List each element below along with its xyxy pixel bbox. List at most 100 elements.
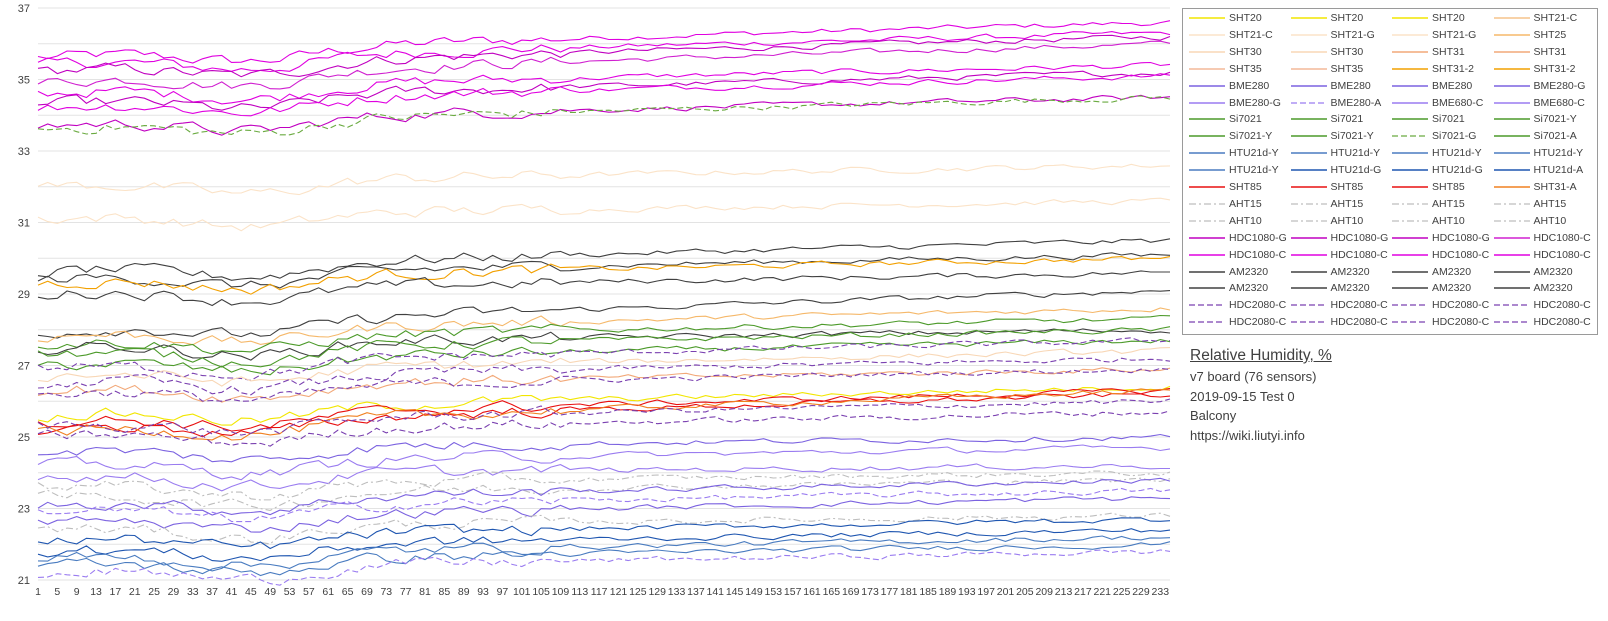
legend-label: HTU21d-Y — [1229, 147, 1279, 160]
legend-label: SHT30 — [1330, 45, 1364, 58]
legend-label: HDC1080-G — [1330, 231, 1389, 244]
x-tick-label: 225 — [1113, 586, 1131, 598]
legend-label: Si7021-A — [1533, 130, 1577, 143]
legend-item: HDC1080-G — [1185, 230, 1289, 247]
legend-label: AM2320 — [1229, 265, 1269, 278]
x-tick-label: 101 — [513, 586, 531, 598]
series-line-sht21-g — [37, 197, 1171, 232]
legend-label: SHT35 — [1330, 62, 1364, 75]
legend-label: BME280 — [1229, 79, 1270, 92]
legend-swatch — [1189, 169, 1225, 171]
x-tick-label: 193 — [958, 586, 976, 598]
legend-item: HTU21d-A — [1490, 162, 1594, 179]
legend-swatch — [1493, 287, 1530, 290]
legend-label: Si7021-Y — [1533, 113, 1577, 126]
legend-swatch — [1290, 34, 1327, 36]
series-line-si7021-g — [37, 95, 1171, 136]
legend-swatch — [1392, 304, 1428, 306]
legend-swatch — [1392, 67, 1428, 70]
legend-swatch — [1392, 203, 1428, 205]
legend-label: HDC1080-C — [1330, 248, 1388, 261]
legend-item: Si7021-Y — [1185, 128, 1289, 145]
legend-item: BME280-A — [1287, 95, 1391, 112]
legend-item: AHT10 — [1388, 213, 1492, 230]
x-tick-label: 157 — [784, 586, 802, 598]
x-tick-label: 137 — [687, 586, 705, 598]
legend-swatch — [1189, 253, 1225, 256]
info-location: Balcony — [1190, 408, 1237, 423]
legend-label: HTU21d-G — [1330, 164, 1382, 177]
legend-swatch — [1290, 17, 1327, 19]
x-tick-label: 105 — [532, 586, 550, 598]
series-line-sht21-c — [37, 163, 1171, 196]
series-line-bme280 — [37, 433, 1171, 463]
legend-swatch — [1392, 101, 1428, 104]
legend-label: HDC2080-C — [1330, 316, 1388, 329]
x-tick-label: 229 — [1132, 586, 1150, 598]
legend-label: Si7021 — [1330, 113, 1364, 126]
legend-swatch — [1493, 101, 1530, 104]
legend-swatch — [1493, 169, 1530, 171]
legend-swatch — [1493, 236, 1530, 239]
series-line-hdc2080-c — [37, 367, 1171, 402]
x-tick-label: 177 — [881, 586, 899, 598]
legend-label: AHT10 — [1330, 214, 1364, 227]
legend-item: SHT35 — [1185, 61, 1289, 78]
legend-label: AHT15 — [1229, 197, 1262, 210]
legend-swatch — [1392, 135, 1428, 137]
legend-swatch — [1493, 84, 1530, 87]
x-tick-label: 197 — [977, 586, 995, 598]
x-tick-label: 21 — [129, 586, 141, 598]
legend-item: AHT15 — [1388, 196, 1492, 213]
legend-item: SHT20 — [1287, 10, 1391, 27]
legend-label: SHT20 — [1432, 12, 1465, 24]
series-line-aht15 — [37, 512, 1171, 545]
legend-item: HDC1080-G — [1287, 230, 1391, 247]
legend-swatch — [1392, 186, 1428, 188]
legend-swatch — [1493, 270, 1530, 273]
series-line-am2320 — [37, 328, 1171, 361]
legend-swatch — [1290, 135, 1327, 138]
series-line-htu21d-y — [37, 541, 1171, 577]
series-line-hdc1080-c — [37, 31, 1171, 73]
legend-swatch — [1493, 152, 1530, 154]
legend-label: BME280-A — [1330, 96, 1382, 109]
legend-swatch — [1392, 84, 1428, 87]
x-tick-label: 53 — [284, 586, 296, 598]
series-line-aht10 — [37, 477, 1171, 511]
legend-label: HDC2080-C — [1229, 316, 1287, 329]
legend-item: Si7021 — [1287, 111, 1391, 128]
x-tick-label: 201 — [997, 586, 1015, 598]
legend-item: AHT10 — [1185, 213, 1289, 230]
legend-label: BME280-G — [1229, 96, 1281, 109]
legend-label: HDC2080-C — [1229, 299, 1287, 312]
legend-swatch — [1189, 304, 1225, 306]
series-line-htu21d-g — [37, 517, 1171, 550]
x-tick-label: 29 — [168, 586, 180, 598]
series-line-hdc2080-c — [37, 410, 1171, 447]
legend-item: SHT21-G — [1388, 27, 1492, 44]
legend-label: HDC2080-C — [1533, 299, 1591, 312]
legend-swatch — [1189, 17, 1225, 19]
legend-label: AHT10 — [1533, 214, 1567, 227]
legend-label: SHT31-2 — [1432, 62, 1475, 75]
legend-item: Si7021 — [1388, 111, 1492, 128]
legend-item: HTU21d-Y — [1287, 145, 1391, 162]
legend-swatch — [1392, 118, 1428, 121]
legend-swatch — [1493, 186, 1530, 188]
legend-label: AM2320 — [1229, 282, 1269, 295]
legend-item: AHT15 — [1185, 196, 1289, 213]
legend-swatch — [1493, 67, 1530, 70]
legend-item: SHT85 — [1287, 179, 1391, 196]
legend-item: AM2320 — [1185, 280, 1289, 297]
series-line-bme280-g — [37, 444, 1171, 481]
legend-label: SHT21-G — [1432, 28, 1477, 41]
legend-swatch — [1290, 169, 1327, 171]
legend-label: Si7021-G — [1432, 130, 1477, 143]
legend-item: BME280-G — [1185, 95, 1289, 112]
x-tick-label: 61 — [322, 586, 334, 598]
legend-label: AHT10 — [1432, 214, 1465, 227]
x-tick-label: 233 — [1152, 586, 1170, 598]
series-line-am2320 — [37, 290, 1171, 339]
legend-swatch — [1493, 304, 1530, 306]
